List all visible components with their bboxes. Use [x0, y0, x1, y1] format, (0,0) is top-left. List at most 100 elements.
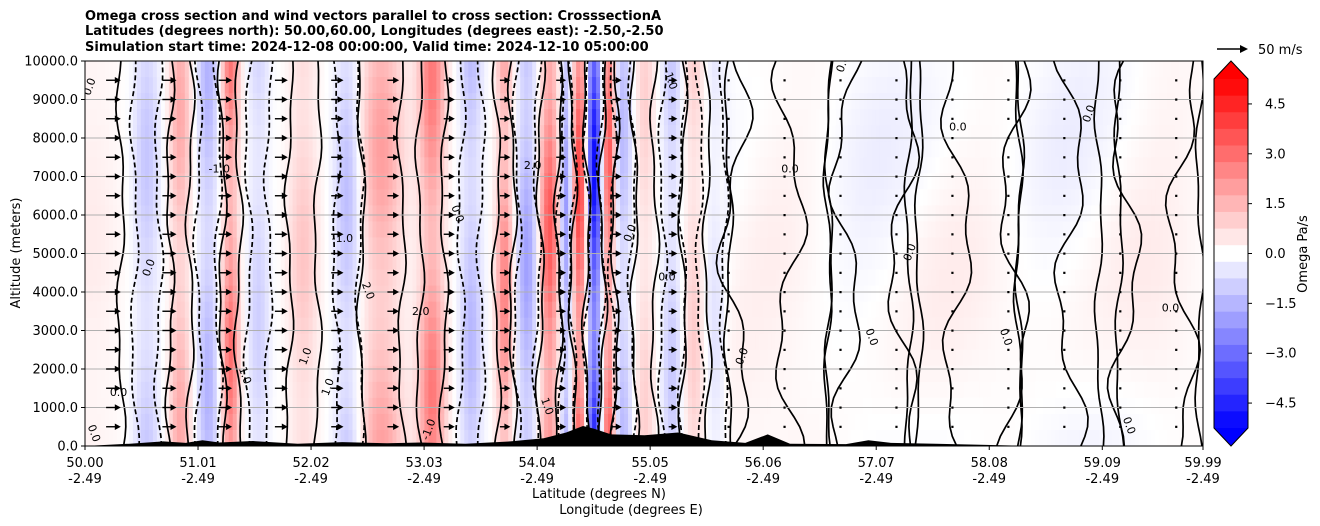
- omega-cell: [536, 173, 541, 190]
- omega-cell: [376, 301, 382, 319]
- omega-cell: [164, 269, 170, 287]
- omega-cell: [304, 205, 310, 223]
- omega-cell: [759, 269, 765, 287]
- omega-cell: [404, 397, 410, 415]
- omega-cell: [827, 141, 833, 158]
- omega-cell: [348, 413, 354, 431]
- omega-cell: [775, 333, 781, 351]
- omega-cell: [448, 413, 453, 431]
- omega-cell: [472, 365, 477, 383]
- omega-cell: [252, 93, 258, 110]
- omega-cell: [536, 333, 541, 351]
- omega-cell: [755, 157, 761, 174]
- omega-cell: [480, 253, 485, 271]
- omega-cell: [272, 61, 278, 78]
- omega-cell: [148, 61, 154, 78]
- omega-cell: [412, 109, 417, 126]
- omega-cell: [456, 77, 461, 94]
- omega-cell: [416, 301, 421, 319]
- omega-cell: [707, 77, 713, 94]
- omega-cell: [683, 125, 689, 142]
- omega-cell: [180, 429, 186, 446]
- omega-cell: [640, 141, 645, 158]
- omega-cell: [827, 125, 833, 142]
- omega-cell: [320, 413, 326, 431]
- omega-cell: [96, 381, 102, 399]
- omega-cell: [851, 333, 857, 351]
- omega-cell: [655, 317, 661, 335]
- omega-cell: [156, 141, 162, 158]
- omega-cell: [396, 205, 402, 223]
- omega-cell: [819, 317, 825, 335]
- omega-cell: [220, 189, 226, 206]
- omega-cell: [671, 125, 677, 142]
- omega-cell: [823, 317, 829, 335]
- omega-cell: [384, 301, 390, 319]
- omega-cell: [831, 61, 837, 78]
- omega-cell: [264, 237, 270, 255]
- omega-cell: [851, 141, 857, 158]
- omega-cell: [827, 365, 833, 383]
- omega-cell: [735, 317, 741, 335]
- omega-cell: [372, 269, 378, 287]
- omega-cell: [907, 365, 913, 383]
- omega-cell: [787, 205, 793, 223]
- omega-cell: [564, 61, 569, 78]
- omega-cell: [100, 189, 106, 206]
- omega-cell: [232, 109, 238, 126]
- omega-cell: [823, 237, 829, 255]
- omega-cell: [388, 141, 394, 158]
- omega-cell: [743, 77, 749, 94]
- omega-cell: [208, 317, 214, 335]
- omega-cell: [392, 349, 398, 367]
- omega-cell: [132, 413, 138, 431]
- omega-cell: [88, 333, 94, 351]
- omega-cell: [348, 61, 354, 78]
- omega-cell: [292, 349, 298, 367]
- omega-cell: [208, 205, 214, 223]
- omega-cell: [552, 253, 557, 271]
- omega-cell: [628, 333, 633, 351]
- omega-cell: [803, 253, 809, 271]
- omega-cell: [903, 269, 909, 287]
- omega-cell: [316, 253, 322, 271]
- omega-cell: [596, 237, 601, 255]
- omega-cell: [767, 125, 773, 142]
- omega-cell: [711, 125, 717, 142]
- omega-cell: [871, 253, 877, 271]
- omega-cell: [196, 429, 202, 446]
- omega-cell: [412, 189, 417, 206]
- omega-cell: [240, 157, 246, 174]
- omega-cell: [572, 365, 577, 383]
- omega-cell: [100, 349, 106, 367]
- omega-cell: [348, 381, 354, 399]
- omega-cell: [204, 221, 210, 239]
- omega-cell: [839, 285, 845, 303]
- omega-cell: [767, 109, 773, 126]
- omega-cell: [372, 189, 378, 206]
- omega-cell: [620, 109, 625, 126]
- omega-cell: [276, 429, 282, 446]
- omega-cell: [564, 189, 569, 206]
- omega-cell: [763, 189, 769, 206]
- omega-cell: [200, 77, 206, 94]
- omega-cell: [160, 221, 166, 239]
- omega-cell: [636, 317, 641, 335]
- omega-cell: [863, 125, 869, 142]
- omega-cell: [616, 237, 621, 255]
- omega-cell: [372, 365, 378, 383]
- omega-cell: [204, 397, 210, 415]
- omega-cell: [380, 237, 386, 255]
- omega-cell: [196, 237, 202, 255]
- omega-cell: [755, 253, 761, 271]
- omega-cell: [140, 237, 146, 255]
- omega-cell: [304, 157, 310, 174]
- omega-cell: [356, 413, 362, 431]
- omega-cell: [396, 413, 402, 431]
- omega-cell: [216, 189, 222, 206]
- omega-cell: [572, 125, 577, 142]
- omega-cell: [140, 365, 146, 383]
- omega-cell: [711, 429, 717, 446]
- omega-cell: [156, 317, 162, 335]
- omega-cell: [376, 141, 382, 158]
